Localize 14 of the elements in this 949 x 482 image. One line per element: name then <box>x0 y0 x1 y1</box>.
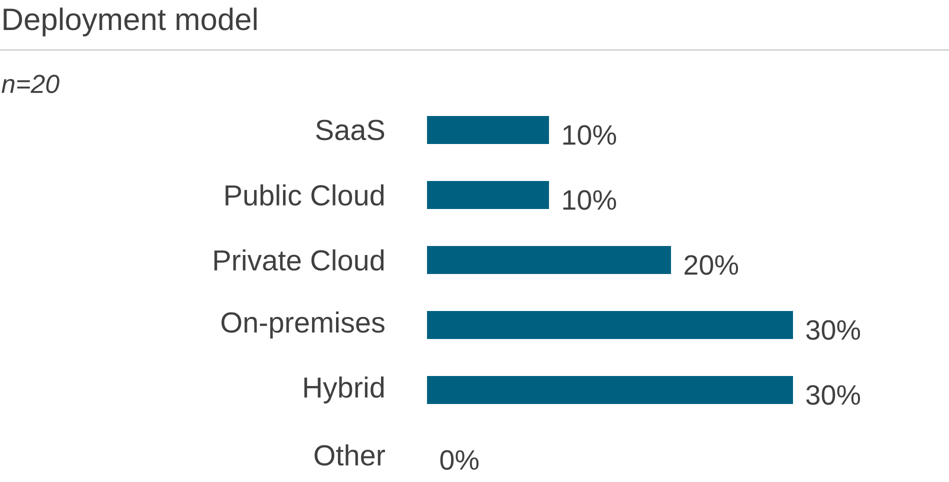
text: n=20 <box>2 74 60 94</box>
y-tick-label: On-premises <box>222 312 384 338</box>
data-label: 30% <box>806 320 860 340</box>
data-label: 0% <box>440 450 479 470</box>
data-label: 10% <box>563 190 616 210</box>
y-tick-label: Private Cloud <box>214 249 384 271</box>
text: Deployment model <box>4 8 257 36</box>
data-label: 30% <box>806 385 860 405</box>
data-label: 20% <box>684 255 738 275</box>
data-label: 10% <box>563 125 616 145</box>
y-tick-label: SaaS <box>316 120 384 140</box>
y-tick-label: Hybrid <box>304 376 384 404</box>
y-tick-label: Public Cloud <box>226 184 384 206</box>
y-tick-label: Other <box>314 444 386 466</box>
